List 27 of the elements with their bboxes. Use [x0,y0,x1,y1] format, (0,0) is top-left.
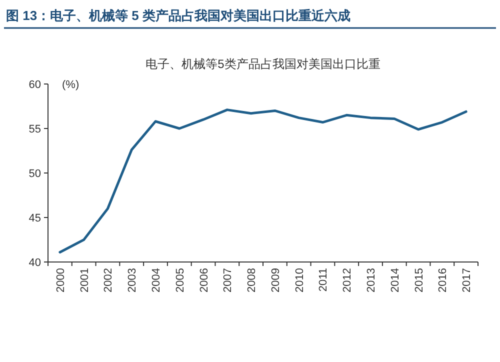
x-tick-label: 2011 [318,268,330,292]
x-tick-label: 2008 [246,268,258,292]
chart-subtitle: 电子、机械等5类产品占我国对美国出口比重 [146,57,380,71]
y-axis-title: (%) [62,79,80,91]
x-tick-label: 2006 [198,268,210,292]
x-tick-label: 2010 [294,268,306,292]
y-tick-label: 60 [28,79,41,91]
x-tick-label: 2016 [437,268,450,292]
x-tick-label: 2003 [126,268,139,292]
x-tick-label: 2005 [174,268,186,292]
y-tick-label: 40 [28,257,41,269]
x-tick-label: 2001 [78,268,91,292]
x-tick-label: 2013 [366,268,378,292]
x-tick-label: 2004 [150,268,162,292]
x-tick-label: 2012 [342,268,354,292]
y-tick-label: 45 [28,212,41,224]
x-tick-label: 2007 [222,268,234,292]
x-tick-label: 2009 [270,268,282,292]
x-tick-label: 2014 [389,268,402,292]
x-tick-label: 2000 [54,268,67,292]
line-series [58,108,468,254]
y-tick-label: 55 [28,124,41,136]
x-tick-label: 2002 [102,268,115,292]
x-tick-label: 2017 [461,268,474,292]
chart-title: 图 13：电子、机械等 5 类产品占我国对美国出口比重近六成 [6,8,351,23]
y-tick-label: 50 [28,168,41,180]
x-tick-label: 2015 [413,268,426,292]
